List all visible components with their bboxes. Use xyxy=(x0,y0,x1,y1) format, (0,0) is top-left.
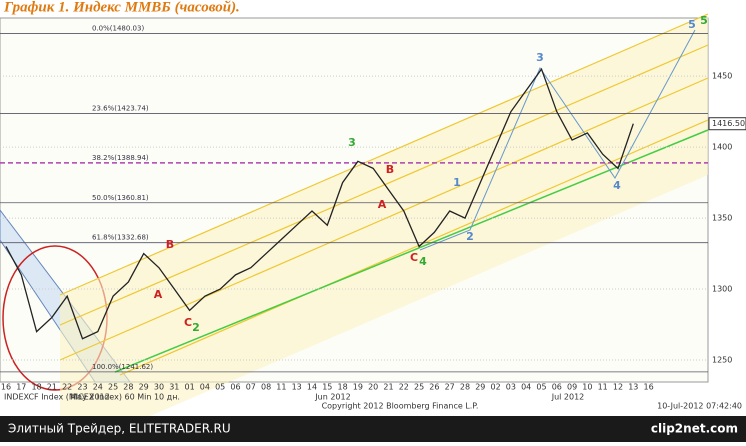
x-tick-label: 27 xyxy=(445,383,455,392)
month-label: Jul 2012 xyxy=(551,393,585,402)
last-price-box xyxy=(708,117,746,131)
fib-label: 38.2%(1388.94) xyxy=(92,154,149,162)
month-label: May 2012 xyxy=(70,393,109,402)
y-tick-label: 1250 xyxy=(712,356,732,365)
x-tick-label: 05 xyxy=(215,383,225,392)
wave-label: A xyxy=(378,198,387,211)
fib-label: 100.0%(1241.62) xyxy=(92,363,153,371)
x-tick-label: 04 xyxy=(200,383,210,392)
wave-label: B xyxy=(166,238,174,251)
x-tick-label: 13 xyxy=(292,383,302,392)
x-tick-label: 18 xyxy=(338,383,348,392)
x-tick-label: 28 xyxy=(123,383,133,392)
footer-center: Copyright 2012 Bloomberg Finance L.P. xyxy=(322,402,479,411)
wave-label: 1 xyxy=(453,176,461,189)
wave-label: C xyxy=(410,251,418,264)
x-tick-label: 03 xyxy=(506,383,516,392)
fib-label: 0.0%(1480.03) xyxy=(92,25,144,33)
banner xyxy=(0,416,746,442)
wave-label: C xyxy=(184,316,192,329)
x-tick-label: 28 xyxy=(460,383,470,392)
x-tick-label: 08 xyxy=(261,383,271,392)
last-price-label: 1416.50 xyxy=(712,119,745,128)
x-tick-label: 23 xyxy=(77,383,87,392)
x-tick-label: 01 xyxy=(185,383,195,392)
banner-right: clip2net.com xyxy=(651,422,738,436)
x-tick-label: 17 xyxy=(16,383,26,392)
price-line xyxy=(5,67,634,340)
y-tick-label: 1300 xyxy=(712,285,732,294)
x-tick-label: 02 xyxy=(491,383,501,392)
x-tick-label: 29 xyxy=(475,383,485,392)
wave-label: 4 xyxy=(419,255,427,268)
x-tick-label: 13 xyxy=(628,383,638,392)
x-tick-label: 31 xyxy=(169,383,179,392)
x-tick-label: 11 xyxy=(276,383,286,392)
x-tick-label: 11 xyxy=(598,383,608,392)
x-tick-label: 04 xyxy=(521,383,531,392)
fib-label: 61.8%(1332.68) xyxy=(92,234,149,242)
month-label: Jun 2012 xyxy=(314,393,350,402)
x-tick-label: 20 xyxy=(368,383,378,392)
x-tick-label: 25 xyxy=(414,383,424,392)
x-tick-label: 07 xyxy=(246,383,256,392)
wave-lines xyxy=(419,29,696,251)
channel-fill xyxy=(60,14,708,446)
fib-label: 50.0%(1360.81) xyxy=(92,194,149,202)
x-tick-label: 10 xyxy=(582,383,592,392)
banner-left: Элитный Трейдер, ELITETRADER.RU xyxy=(8,422,231,436)
x-tick-label: 26 xyxy=(429,383,439,392)
x-tick-label: 16 xyxy=(1,383,11,392)
wave-label: 5 xyxy=(688,18,696,31)
x-tick-label: 16 xyxy=(644,383,654,392)
footer-right: 10-Jul-2012 07:42:40 xyxy=(657,402,742,411)
wave-label: 2 xyxy=(192,321,200,334)
wave-label: A xyxy=(154,288,163,301)
footer-left: INDEXCF Index (MICEX Index) 60 Min 10 дн… xyxy=(4,393,180,402)
y-tick-label: 1350 xyxy=(712,214,732,223)
chart-title: График 1. Индекс ММВБ (часовой). xyxy=(3,0,240,15)
y-tick-label: 1450 xyxy=(712,72,732,81)
x-tick-label: 15 xyxy=(322,383,332,392)
x-tick-label: 24 xyxy=(93,383,103,392)
x-tick-label: 14 xyxy=(307,383,317,392)
x-tick-label: 25 xyxy=(108,383,118,392)
x-tick-label: 06 xyxy=(552,383,562,392)
x-tick-label: 22 xyxy=(62,383,72,392)
x-tick-label: 05 xyxy=(536,383,546,392)
x-tick-label: 06 xyxy=(230,383,240,392)
x-tick-label: 30 xyxy=(154,383,164,392)
wave-label: B xyxy=(386,163,394,176)
x-tick-label: 21 xyxy=(47,383,57,392)
x-tick-label: 18 xyxy=(32,383,42,392)
y-tick-label: 1400 xyxy=(712,143,732,152)
wave-label: 5 xyxy=(700,14,708,27)
wave-label: 4 xyxy=(613,179,621,192)
x-tick-label: 12 xyxy=(613,383,623,392)
x-tick-label: 29 xyxy=(139,383,149,392)
wave-label: 3 xyxy=(348,136,356,149)
wave-label: 3 xyxy=(536,51,544,64)
x-tick-label: 19 xyxy=(353,383,363,392)
x-tick-label: 09 xyxy=(567,383,577,392)
wave-label: 2 xyxy=(466,230,474,243)
fib-label: 23.6%(1423.74) xyxy=(92,104,149,112)
x-tick-label: 21 xyxy=(383,383,393,392)
support-line xyxy=(114,129,709,373)
x-tick-label: 22 xyxy=(399,383,409,392)
